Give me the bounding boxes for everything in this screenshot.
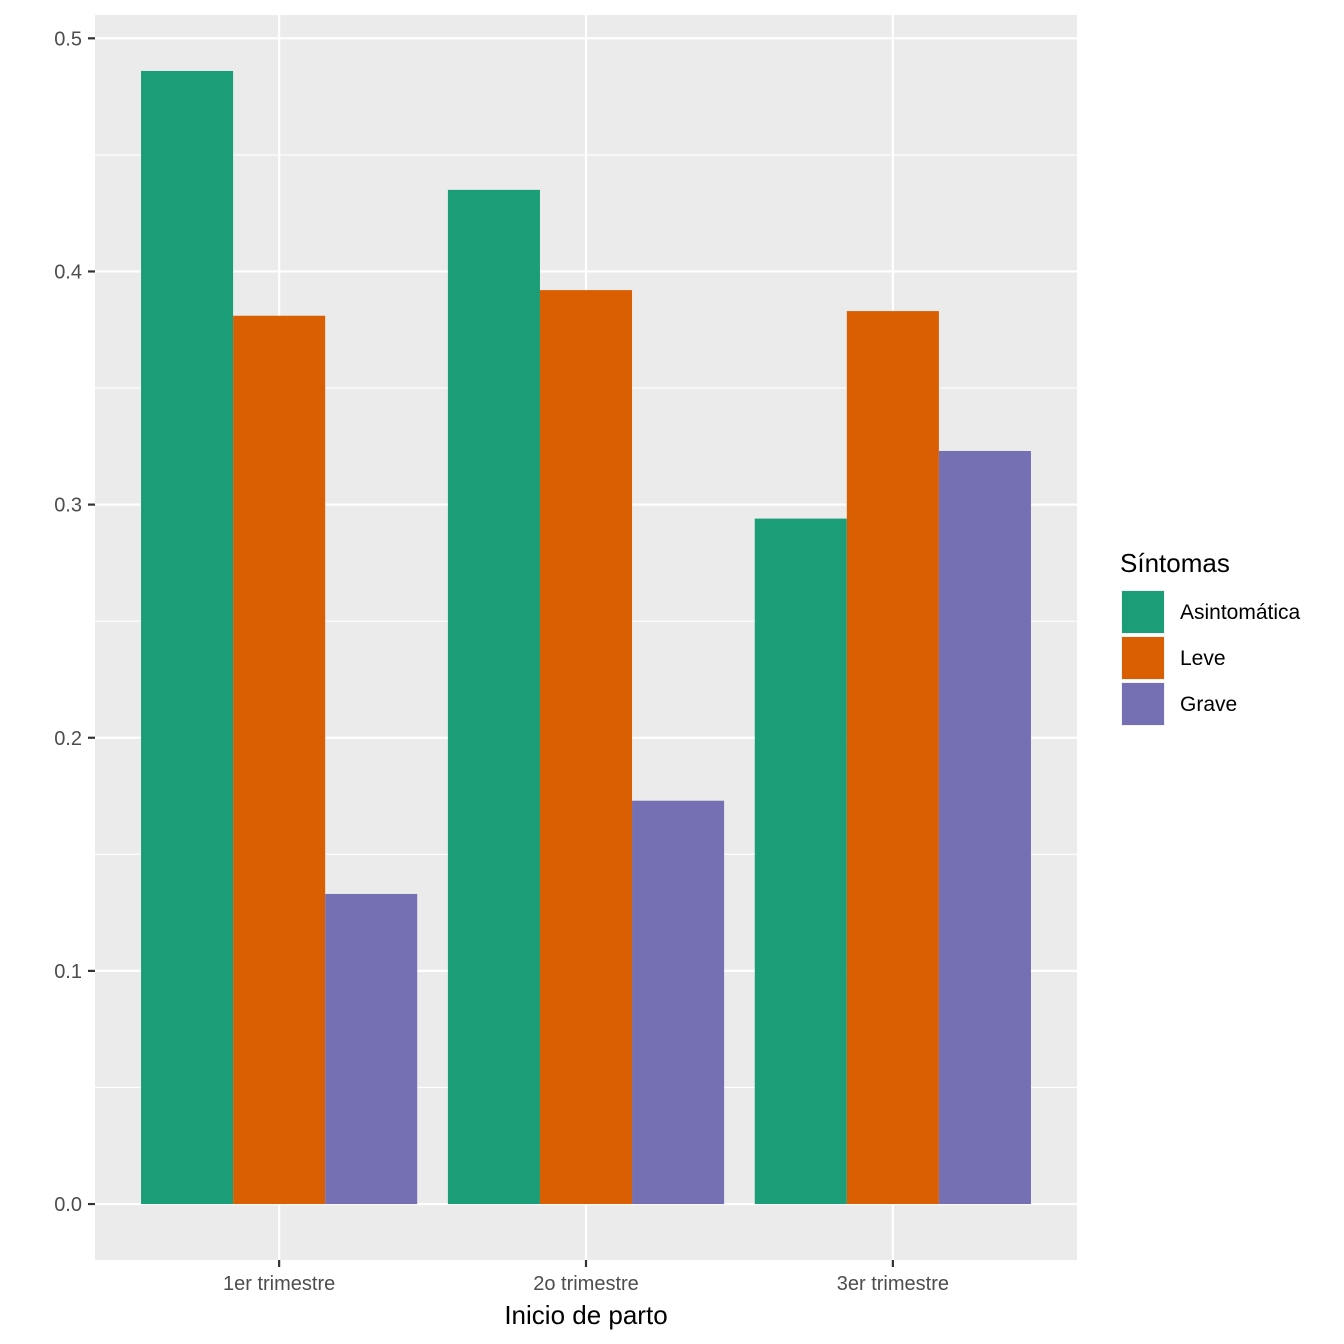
bar-leve-1 — [233, 315, 326, 1205]
bar-asintom-tica-3 — [754, 518, 847, 1205]
x-tick-label: 1er trimestre — [223, 1273, 335, 1295]
legend: Síntomas Asintomática Leve Grave — [1120, 548, 1301, 726]
x-tick-label: 2o trimestre — [533, 1273, 639, 1295]
bars — [141, 70, 1031, 1205]
x-axis-title: Inicio de parto — [504, 1300, 667, 1330]
legend-key-swatch — [1122, 683, 1164, 725]
legend-key-swatch — [1122, 591, 1164, 633]
bar-asintom-tica-1 — [141, 70, 234, 1205]
legend-title: Síntomas — [1120, 548, 1230, 578]
legend-key-swatch — [1122, 637, 1164, 679]
bar-leve-2 — [539, 290, 633, 1205]
legend-label: Grave — [1180, 693, 1237, 716]
x-tick-label: 3er trimestre — [837, 1273, 949, 1295]
y-tick-label: 0.4 — [54, 261, 82, 283]
bar-grave-2 — [632, 800, 725, 1205]
bar-grave-3 — [938, 450, 1031, 1205]
bar-asintom-tica-2 — [447, 189, 540, 1205]
y-tick-label: 0.3 — [54, 495, 82, 517]
x-axis: 1er trimestre 2o trimestre 3er trimestre — [223, 1260, 949, 1295]
y-tick-label: 0.0 — [54, 1194, 82, 1216]
bar-leve-3 — [846, 311, 939, 1205]
y-tick-label: 0.1 — [54, 961, 82, 983]
legend-label: Leve — [1180, 647, 1226, 670]
legend-label: Asintomática — [1180, 601, 1301, 624]
y-tick-label: 0.5 — [54, 28, 82, 50]
y-axis: 0.0 0.1 0.2 0.3 0.4 0.5 — [54, 28, 95, 1216]
y-tick-label: 0.2 — [54, 728, 82, 750]
bar-grave-1 — [325, 893, 418, 1205]
